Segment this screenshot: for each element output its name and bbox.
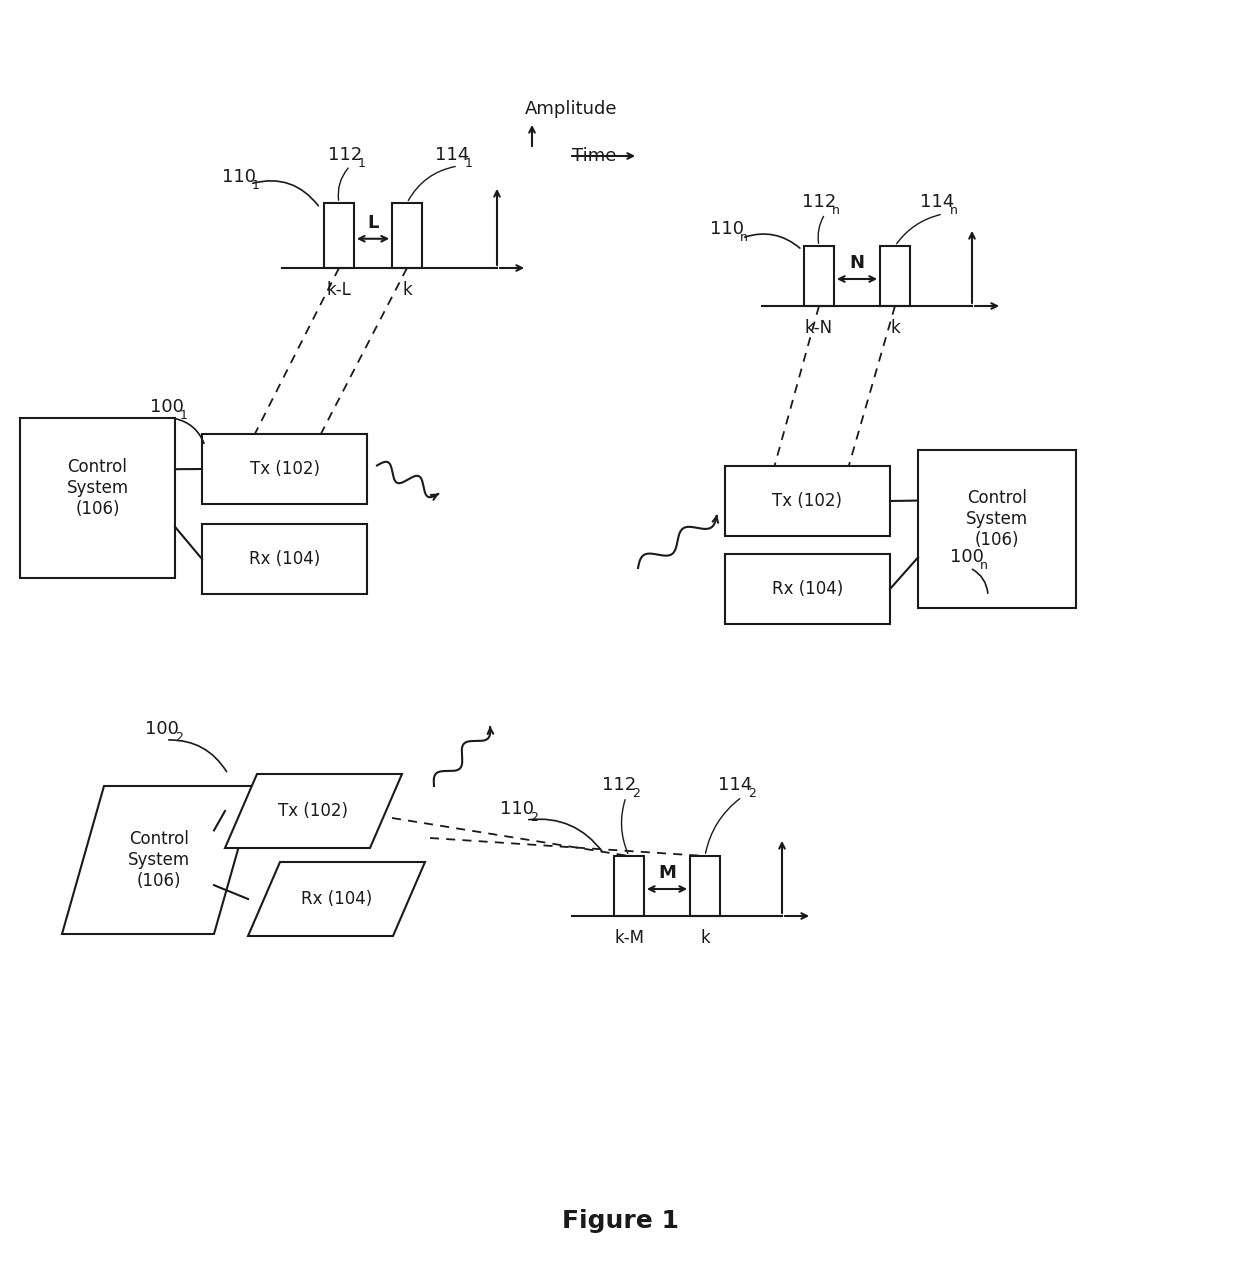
Text: Control
System
(106): Control System (106) <box>128 831 190 889</box>
Text: Tx (102): Tx (102) <box>249 461 320 478</box>
Text: 112: 112 <box>601 776 636 794</box>
Text: L: L <box>367 214 378 232</box>
Text: 1: 1 <box>358 157 366 170</box>
Text: n: n <box>832 204 839 217</box>
Text: 114: 114 <box>920 193 955 211</box>
Text: Tx (102): Tx (102) <box>279 803 348 820</box>
Text: 112: 112 <box>329 145 362 165</box>
Text: k-N: k-N <box>805 319 833 337</box>
Bar <box>725 554 890 624</box>
Text: Control
System
(106): Control System (106) <box>67 458 129 518</box>
Bar <box>202 434 367 504</box>
Text: Control
System
(106): Control System (106) <box>966 489 1028 549</box>
Text: n: n <box>980 559 988 572</box>
Text: Time: Time <box>572 147 616 165</box>
Text: Rx (104): Rx (104) <box>771 581 843 598</box>
Text: N: N <box>849 254 864 272</box>
Polygon shape <box>248 863 425 937</box>
Text: 1: 1 <box>465 157 472 170</box>
Text: 2: 2 <box>529 812 538 824</box>
Text: 100: 100 <box>950 547 983 567</box>
Bar <box>804 246 835 306</box>
Text: 110: 110 <box>711 219 744 239</box>
Bar <box>324 203 353 268</box>
Bar <box>880 246 910 306</box>
Bar <box>392 203 422 268</box>
Polygon shape <box>62 786 255 934</box>
Text: k: k <box>701 929 709 947</box>
Text: 100: 100 <box>150 398 184 416</box>
Text: 110: 110 <box>222 168 255 186</box>
Text: M: M <box>658 864 676 882</box>
Text: 100: 100 <box>145 720 179 738</box>
Text: 112: 112 <box>802 193 836 211</box>
Text: 1: 1 <box>180 410 188 422</box>
Text: 114: 114 <box>435 145 469 165</box>
Bar <box>725 466 890 536</box>
Text: Tx (102): Tx (102) <box>773 493 842 510</box>
Text: n: n <box>740 231 748 244</box>
Text: Figure 1: Figure 1 <box>562 1208 678 1233</box>
Bar <box>202 524 367 595</box>
Bar <box>689 856 720 916</box>
Text: 2: 2 <box>748 787 756 800</box>
Text: k-L: k-L <box>326 281 351 299</box>
Text: k: k <box>402 281 412 299</box>
Text: 1: 1 <box>252 179 260 191</box>
Text: Rx (104): Rx (104) <box>301 889 372 909</box>
Text: n: n <box>950 204 959 217</box>
Text: 110: 110 <box>500 800 534 818</box>
Text: k: k <box>890 319 900 337</box>
Text: Amplitude: Amplitude <box>525 100 618 117</box>
Text: Rx (104): Rx (104) <box>249 550 320 568</box>
Text: 114: 114 <box>718 776 753 794</box>
Bar <box>918 450 1076 607</box>
Bar <box>614 856 644 916</box>
Text: k-M: k-M <box>614 929 644 947</box>
Text: 2: 2 <box>175 731 184 744</box>
Polygon shape <box>224 775 402 849</box>
Bar <box>20 419 175 578</box>
Text: 2: 2 <box>632 787 640 800</box>
